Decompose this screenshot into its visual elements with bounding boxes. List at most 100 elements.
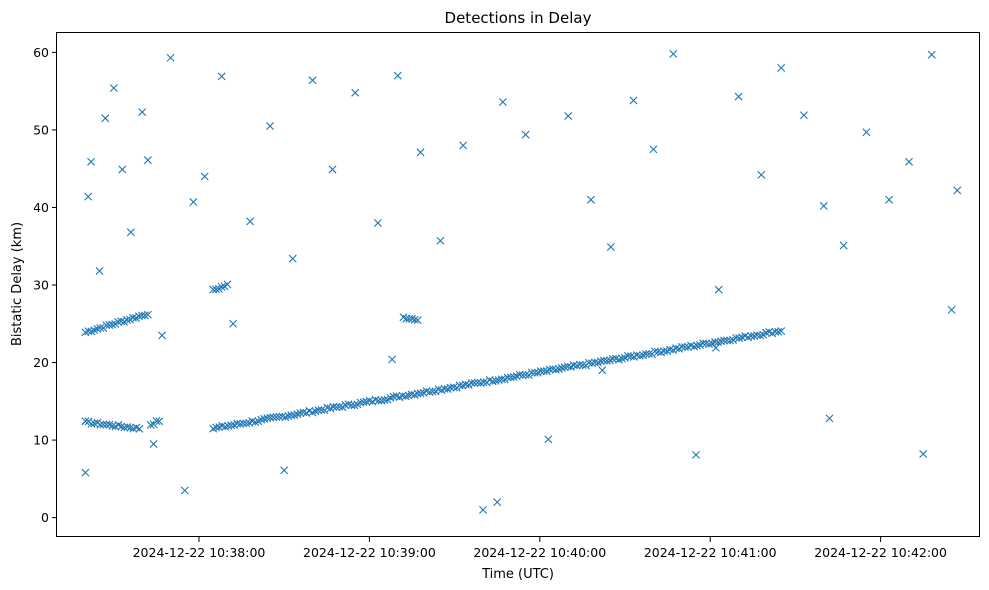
track-point <box>140 311 149 320</box>
y-axis-label: Bistatic Delay (km) <box>10 222 25 346</box>
data-point <box>649 145 658 154</box>
track-point <box>506 373 515 382</box>
data-point <box>606 243 615 251</box>
data-point <box>839 241 848 250</box>
track-point <box>723 336 732 345</box>
data-point <box>101 114 110 123</box>
track-point <box>146 420 155 429</box>
track-point <box>539 367 548 376</box>
track-point <box>233 419 242 428</box>
track-point <box>473 378 482 387</box>
track-point <box>428 387 437 396</box>
track-point <box>129 313 137 322</box>
track-point <box>126 423 135 432</box>
track-point <box>735 334 744 343</box>
plot-frame <box>56 32 980 537</box>
track-point <box>242 419 251 428</box>
x-tick-label: 2024-12-22 10:41:00 <box>644 545 777 560</box>
track-point <box>152 417 161 425</box>
data-point <box>919 450 928 459</box>
track-point <box>590 358 599 367</box>
x-tick-label: 2024-12-22 10:40:00 <box>473 545 606 560</box>
track-point <box>335 402 344 411</box>
track-point <box>218 421 227 430</box>
track-point <box>440 384 449 393</box>
track-point <box>87 419 96 428</box>
data-point <box>217 72 226 81</box>
x-tick-label: 2024-12-22 10:39:00 <box>303 545 436 560</box>
track-point <box>329 402 338 411</box>
data-point <box>598 366 607 375</box>
data-point <box>189 198 198 207</box>
track-point <box>114 317 123 326</box>
data-point <box>498 98 507 106</box>
data-point <box>280 466 289 475</box>
y-tick-label: 10 <box>33 433 49 448</box>
track-point <box>690 342 699 351</box>
track-point <box>515 370 524 379</box>
track-point <box>248 417 257 426</box>
track-point <box>527 368 536 377</box>
track-point <box>223 280 232 289</box>
y-tick-label: 20 <box>33 355 49 370</box>
data-point <box>777 63 786 72</box>
track-point <box>275 412 284 421</box>
data-point <box>229 319 238 328</box>
track-point <box>563 362 572 371</box>
track-point <box>678 342 687 351</box>
track-point <box>681 343 690 352</box>
track-point <box>408 314 416 323</box>
track-point <box>521 370 530 379</box>
data-point <box>885 195 894 204</box>
track-point <box>446 383 455 392</box>
track-point <box>123 422 132 431</box>
track-point <box>123 315 132 324</box>
data-point <box>711 343 720 352</box>
y-tick-label: 0 <box>41 510 49 525</box>
track-point <box>578 361 587 369</box>
track-point <box>380 395 389 404</box>
data-point <box>109 84 118 93</box>
track-point <box>341 401 350 410</box>
track-point <box>536 367 545 376</box>
data-point <box>459 141 468 150</box>
track-point <box>257 415 266 424</box>
data-point <box>288 254 297 263</box>
track-point <box>666 345 674 354</box>
data-point <box>825 414 834 423</box>
track-point <box>702 339 711 348</box>
track-point <box>551 365 560 374</box>
track-point <box>96 323 105 332</box>
track-point <box>530 368 539 377</box>
x-axis: 2024-12-22 10:38:00 2024-12-22 10:39:00 20… <box>133 537 947 560</box>
track-point <box>449 383 458 392</box>
data-point <box>799 111 808 120</box>
track-point <box>290 411 299 420</box>
data-point <box>493 498 502 507</box>
track-point <box>632 351 641 360</box>
x-tick-label: 2024-12-22 10:38:00 <box>133 545 266 560</box>
data-point <box>692 450 700 459</box>
data-point <box>143 156 152 165</box>
track-point <box>660 347 668 356</box>
track-point <box>96 420 105 429</box>
track-point <box>359 398 368 407</box>
data-point <box>819 201 828 210</box>
track-point <box>117 317 126 326</box>
track-point <box>705 340 714 349</box>
track-point <box>672 344 681 353</box>
data-point <box>862 128 871 137</box>
track-point <box>753 331 762 340</box>
data-point <box>564 111 573 120</box>
data-point <box>351 88 360 97</box>
data-point <box>84 192 93 201</box>
y-tick-label: 50 <box>33 122 49 137</box>
track-point <box>413 316 422 325</box>
data-point <box>308 76 317 85</box>
track-point <box>299 408 308 417</box>
data-point <box>757 170 766 179</box>
track-point <box>635 351 644 360</box>
track-point <box>774 327 783 336</box>
data-point <box>200 172 209 181</box>
track-point <box>135 424 144 433</box>
